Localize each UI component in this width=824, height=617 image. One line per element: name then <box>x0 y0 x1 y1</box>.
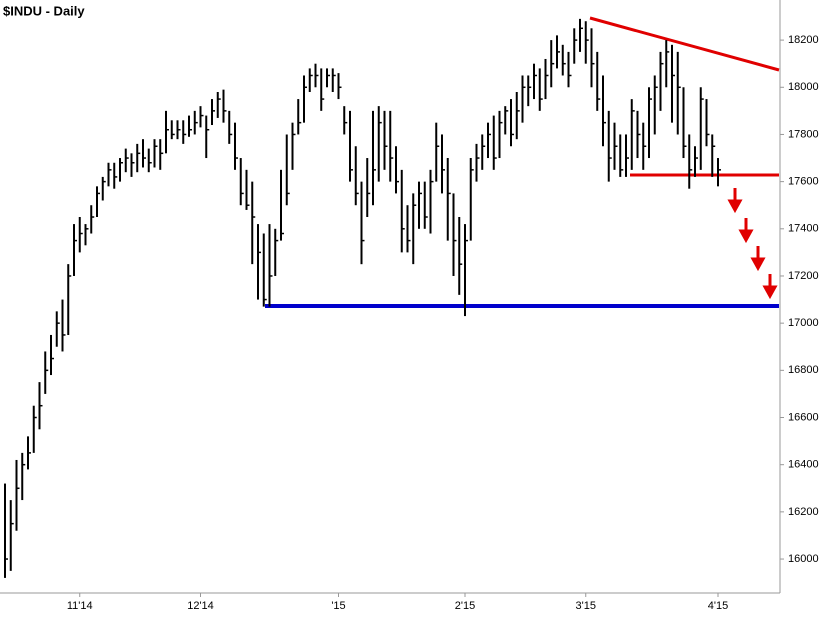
x-tick-label: 3'15 <box>576 600 596 612</box>
y-tick-label: 17600 <box>788 176 819 188</box>
arrow-head <box>762 285 778 300</box>
arrow-head <box>727 199 743 214</box>
y-tick-label: 16400 <box>788 459 819 471</box>
x-tick-label: '15 <box>331 600 345 612</box>
y-tick-label: 16800 <box>788 364 819 376</box>
y-tick-label: 18200 <box>788 34 819 46</box>
x-tick-label: 2'15 <box>455 600 475 612</box>
x-tick-label: 4'15 <box>708 600 728 612</box>
arrow-head <box>738 229 754 244</box>
y-tick-label: 17200 <box>788 270 819 282</box>
y-tick-label: 16600 <box>788 411 819 423</box>
chart-title: $INDU - Daily <box>3 3 85 18</box>
y-tick-label: 17400 <box>788 223 819 235</box>
y-tick-label: 16200 <box>788 506 819 518</box>
y-tick-label: 17000 <box>788 317 819 329</box>
y-tick-label: 17800 <box>788 128 819 140</box>
x-tick-label: 12'14 <box>187 600 214 612</box>
x-tick-label: 11'14 <box>67 600 93 612</box>
trend-line <box>589 16 780 72</box>
y-tick-label: 18000 <box>788 81 819 93</box>
y-tick-label: 16000 <box>788 553 819 565</box>
arrows <box>727 188 778 300</box>
arrow-head <box>750 257 766 272</box>
